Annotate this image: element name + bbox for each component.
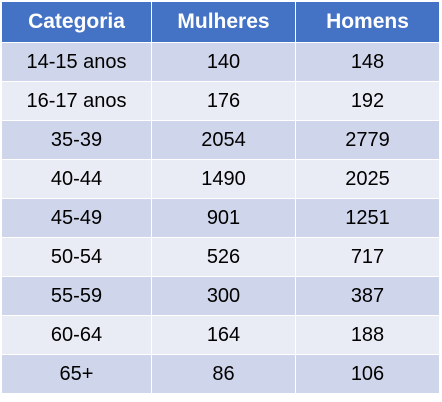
cell-homens: 148 <box>295 42 440 82</box>
cell-homens: 387 <box>295 276 440 316</box>
cell-homens: 1251 <box>295 198 440 238</box>
cell-mulheres: 164 <box>151 315 296 355</box>
cell-categoria: 40-44 <box>1 159 152 199</box>
cell-homens: 2779 <box>295 120 440 160</box>
cell-homens: 106 <box>295 354 440 394</box>
cell-categoria: 60-64 <box>1 315 152 355</box>
cell-categoria: 65+ <box>1 354 152 394</box>
table-header-row: Categoria Mulheres Homens <box>1 1 440 43</box>
data-table: Categoria Mulheres Homens 14-15 anos 140… <box>1 1 440 394</box>
cell-categoria: 50-54 <box>1 237 152 277</box>
cell-mulheres: 176 <box>151 81 296 121</box>
cell-homens: 2025 <box>295 159 440 199</box>
table-row: 45-49 901 1251 <box>1 198 440 238</box>
cell-mulheres: 1490 <box>151 159 296 199</box>
data-table-container: Categoria Mulheres Homens 14-15 anos 140… <box>1 1 440 394</box>
cell-mulheres: 140 <box>151 42 296 82</box>
cell-mulheres: 86 <box>151 354 296 394</box>
cell-categoria: 55-59 <box>1 276 152 316</box>
cell-homens: 717 <box>295 237 440 277</box>
cell-mulheres: 300 <box>151 276 296 316</box>
cell-mulheres: 901 <box>151 198 296 238</box>
cell-categoria: 35-39 <box>1 120 152 160</box>
table-row: 55-59 300 387 <box>1 276 440 316</box>
cell-categoria: 45-49 <box>1 198 152 238</box>
table-row: 60-64 164 188 <box>1 315 440 355</box>
cell-categoria: 14-15 anos <box>1 42 152 82</box>
cell-mulheres: 526 <box>151 237 296 277</box>
table-row: 14-15 anos 140 148 <box>1 42 440 82</box>
table-row: 35-39 2054 2779 <box>1 120 440 160</box>
table-row: 65+ 86 106 <box>1 354 440 394</box>
table-row: 50-54 526 717 <box>1 237 440 277</box>
cell-homens: 188 <box>295 315 440 355</box>
column-header-mulheres: Mulheres <box>151 1 296 43</box>
column-header-categoria: Categoria <box>1 1 152 43</box>
cell-mulheres: 2054 <box>151 120 296 160</box>
table-row: 16-17 anos 176 192 <box>1 81 440 121</box>
cell-homens: 192 <box>295 81 440 121</box>
table-row: 40-44 1490 2025 <box>1 159 440 199</box>
column-header-homens: Homens <box>295 1 440 43</box>
cell-categoria: 16-17 anos <box>1 81 152 121</box>
